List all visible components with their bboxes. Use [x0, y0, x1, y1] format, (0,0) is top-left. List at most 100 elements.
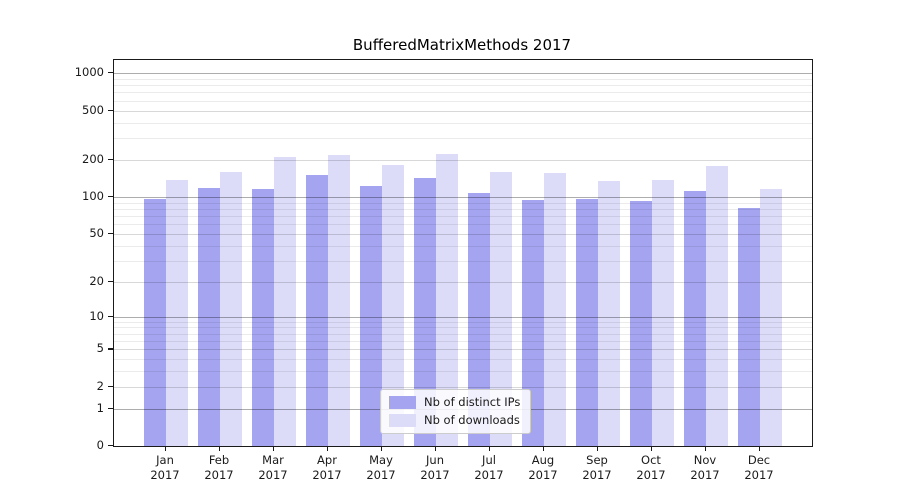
bar-may-downloads	[382, 165, 404, 446]
gridline-minor	[114, 224, 812, 226]
bar-oct-ips	[630, 201, 652, 446]
gridline-minor	[114, 245, 812, 247]
y-tick-mark	[108, 385, 113, 387]
bar-aug-ips	[522, 200, 544, 446]
x-tick-label-mar: Mar 2017	[258, 453, 288, 482]
x-tick-mark	[759, 446, 761, 451]
gridline-minor	[114, 122, 812, 124]
y-tick-label: 5	[96, 341, 104, 356]
x-tick-label-jun: Jun 2017	[420, 453, 450, 482]
x-tick-mark	[165, 446, 167, 451]
x-tick-mark	[219, 446, 221, 451]
y-tick-label: 50	[89, 225, 104, 240]
bar-jan-ips	[144, 199, 166, 446]
x-tick-mark	[381, 446, 383, 451]
gridline-major	[114, 73, 812, 75]
bar-sep-ips	[576, 198, 598, 446]
bar-feb-ips	[198, 188, 220, 446]
legend-swatch-downloads	[389, 414, 416, 427]
bar-oct-downloads	[652, 180, 674, 446]
gridline-minor	[114, 78, 812, 80]
x-tick-mark	[435, 446, 437, 451]
gridline-minor	[114, 233, 812, 235]
gridline-minor	[114, 202, 812, 204]
gridline-minor	[114, 159, 812, 161]
y-tick-mark	[108, 445, 113, 447]
y-tick-mark	[108, 280, 113, 282]
gridline-minor	[114, 371, 812, 373]
x-tick-label-may: May 2017	[366, 453, 396, 482]
bar-dec-downloads	[760, 189, 782, 446]
gridline-minor	[114, 349, 812, 351]
y-tick-label: 1	[96, 400, 104, 415]
bar-aug-downloads	[544, 172, 566, 446]
x-tick-mark	[273, 446, 275, 451]
legend-label-distinct-ips: Nb of distinct IPs	[424, 395, 521, 409]
legend-item-distinct-ips: Nb of distinct IPs	[389, 395, 520, 410]
y-tick-label: 10	[89, 308, 104, 323]
bar-nov-ips	[684, 191, 706, 446]
gridline-minor	[114, 341, 812, 343]
gridline-minor	[114, 110, 812, 112]
gridline-minor	[114, 321, 812, 323]
gridline-minor	[114, 281, 812, 283]
bar-jun-downloads	[436, 153, 458, 446]
y-tick-label: 20	[89, 273, 104, 288]
x-tick-label-sep: Sep 2017	[582, 453, 612, 482]
x-tick-label-dec: Dec 2017	[744, 453, 774, 482]
bar-mar-ips	[252, 189, 274, 446]
x-tick-mark	[327, 446, 329, 451]
plot-area: Nb of distinct IPs Nb of downloads	[113, 59, 813, 447]
bar-apr-ips	[306, 174, 328, 446]
bar-dec-ips	[738, 208, 760, 446]
bar-apr-downloads	[328, 155, 350, 446]
x-tick-label-oct: Oct 2017	[636, 453, 666, 482]
gridline-minor	[114, 100, 812, 102]
x-tick-mark	[597, 446, 599, 451]
x-tick-mark	[489, 446, 491, 451]
gridline-minor	[114, 110, 812, 112]
bar-may-ips	[360, 186, 382, 446]
gridline-minor	[114, 260, 812, 262]
chart-title: BufferedMatrixMethods 2017	[352, 36, 572, 54]
x-tick-label-jan: Jan 2017	[150, 453, 180, 482]
y-tick-mark	[108, 348, 113, 350]
gridline-minor	[114, 233, 812, 235]
bar-sep-downloads	[598, 180, 620, 446]
bar-jun-ips	[414, 177, 436, 446]
gridline-minor	[114, 327, 812, 329]
y-tick-mark	[108, 72, 113, 74]
bar-mar-downloads	[274, 157, 296, 446]
x-tick-label-aug: Aug 2017	[528, 453, 558, 482]
legend: Nb of distinct IPs Nb of downloads	[380, 389, 532, 434]
x-tick-mark	[705, 446, 707, 451]
x-tick-mark	[543, 446, 545, 451]
y-tick-mark	[108, 232, 113, 235]
x-tick-label-feb: Feb 2017	[204, 453, 234, 482]
legend-item-downloads: Nb of downloads	[389, 413, 520, 428]
y-tick-label: 100	[82, 189, 104, 203]
legend-label-downloads: Nb of downloads	[424, 413, 520, 427]
y-tick-label: 1000	[74, 65, 104, 80]
bar-jan-downloads	[166, 180, 188, 446]
gridline-major	[114, 197, 812, 198]
gridline-minor	[114, 386, 812, 388]
bar-jul-ips	[468, 192, 490, 446]
x-tick-mark	[651, 446, 653, 451]
gridline-major	[114, 316, 812, 318]
bar-jul-downloads	[490, 171, 512, 446]
x-tick-label-apr: Apr 2017	[312, 453, 342, 482]
gridline-minor	[114, 281, 812, 283]
gridline-minor	[114, 92, 812, 94]
gridline-minor	[114, 85, 812, 87]
y-tick-label: 200	[82, 151, 104, 166]
y-tick-mark	[108, 196, 113, 198]
y-tick-mark	[108, 407, 113, 409]
y-tick-mark	[108, 315, 113, 317]
gridline-minor	[114, 349, 812, 351]
x-tick-label-jul: Jul 2017	[474, 453, 504, 482]
bar-feb-downloads	[220, 171, 242, 446]
legend-swatch-distinct-ips	[389, 396, 416, 409]
